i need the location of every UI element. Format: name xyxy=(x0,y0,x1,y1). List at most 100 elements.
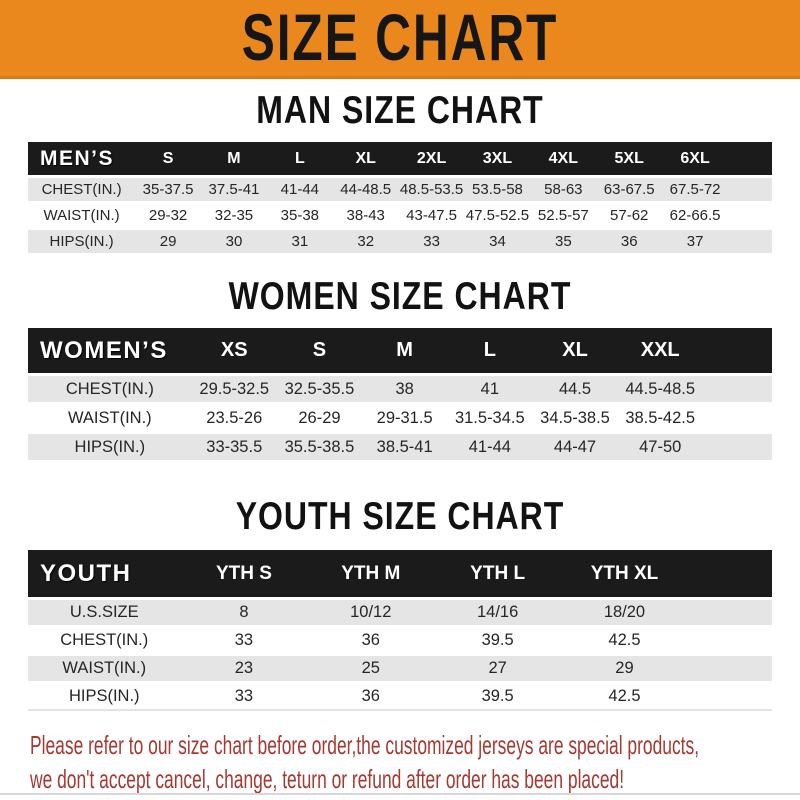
size-value-cell: 52.5-57 xyxy=(530,202,597,229)
section-title: WOMEN SIZE CHART xyxy=(228,273,572,318)
row-label: HIPS(IN.) xyxy=(28,432,192,462)
spacer-cell xyxy=(702,432,772,462)
size-value-cell: 41 xyxy=(447,374,533,404)
row-label: HIPS(IN.) xyxy=(28,228,136,255)
size-value-cell: 29 xyxy=(135,228,202,255)
table-row: WAIST(IN.) 23 25 27 29 xyxy=(28,654,772,683)
size-value-cell: 47.5-52.5 xyxy=(464,202,531,229)
size-value-cell: 29-31.5 xyxy=(362,403,448,433)
size-value-cell: 44.5 xyxy=(532,374,618,404)
size-value-cell: 10/12 xyxy=(307,598,435,627)
column-header: YTH S xyxy=(180,550,308,599)
size-value-cell: 38.5-41 xyxy=(362,432,448,462)
row-label: WAIST(IN.) xyxy=(28,202,136,229)
column-header: L xyxy=(266,142,333,177)
size-value-cell: 53.5-58 xyxy=(464,176,531,203)
spacer-cell xyxy=(687,682,772,710)
column-header: XS xyxy=(191,328,277,375)
row-label: CHEST(IN.) xyxy=(28,374,192,404)
table-header-row: WOMEN’S XS S M L XL XXL xyxy=(28,328,772,375)
size-value-cell: 34.5-38.5 xyxy=(532,403,618,433)
size-value-cell: 32-35 xyxy=(201,202,267,229)
size-value-cell: 25 xyxy=(307,654,435,683)
spacer-cell xyxy=(702,403,772,433)
size-value-cell: 14/16 xyxy=(434,598,562,627)
table-header-row: YOUTH YTH S YTH M YTH L YTH XL xyxy=(28,550,772,599)
table-header-row: MEN’S S M L XL 2XL 3XL 4XL 5XL 6XL xyxy=(28,142,772,177)
size-value-cell: 39.5 xyxy=(434,682,562,710)
table-row: WAIST(IN.) 29-32 32-35 35-38 38-43 43-47.5 47.… xyxy=(28,202,772,229)
size-value-cell: 29.5-32.5 xyxy=(191,374,277,404)
page-title: SIZE CHART xyxy=(241,1,559,75)
size-table: WOMEN’S XS S M L XL XXL CHEST(IN.) 29.5-32.5 32.5… xyxy=(28,328,772,463)
size-value-cell: 26-29 xyxy=(276,403,363,433)
size-value-cell: 34 xyxy=(464,228,531,255)
table-row: HIPS(IN.) 33-35.5 35.5-38.5 38.5-41 41-44 44-… xyxy=(28,432,772,462)
row-label: WAIST(IN.) xyxy=(28,403,192,433)
row-label: HIPS(IN.) xyxy=(28,682,181,710)
spacer-cell xyxy=(687,626,772,655)
table-row: WAIST(IN.) 23.5-26 26-29 29-31.5 31.5-34.5 34… xyxy=(28,403,772,433)
size-value-cell: 41-44 xyxy=(266,176,333,203)
column-header: YTH XL xyxy=(561,550,688,599)
size-value-cell: 39.5 xyxy=(434,626,562,655)
size-value-cell: 42.5 xyxy=(561,626,688,655)
size-chart-section: MAN SIZE CHART MEN’S S M L XL 2XL 3XL 4XL 5XL 6XL C… xyxy=(0,88,800,256)
table-row: CHEST(IN.) 35-37.5 37.5-41 41-44 44-48.5 48.5… xyxy=(28,176,772,203)
table-header-label: WOMEN’S xyxy=(28,328,192,375)
size-value-cell: 32 xyxy=(332,228,399,255)
column-header: 3XL xyxy=(464,142,531,177)
size-value-cell: 37 xyxy=(662,228,729,255)
size-value-cell: 23.5-26 xyxy=(191,403,277,433)
table-row: HIPS(IN.) 33 36 39.5 42.5 xyxy=(28,682,772,710)
size-value-cell: 38-43 xyxy=(332,202,399,229)
column-header: XL xyxy=(532,328,618,375)
table-header-label: YOUTH xyxy=(28,550,181,599)
column-header: YTH M xyxy=(307,550,435,599)
column-header: S xyxy=(276,328,363,375)
column-header: L xyxy=(447,328,533,375)
table-row: CHEST(IN.) 29.5-32.5 32.5-35.5 38 41 44.5 44.5… xyxy=(28,374,772,404)
size-value-cell: 35 xyxy=(530,228,597,255)
size-value-cell: 35-37.5 xyxy=(135,176,202,203)
column-header: S xyxy=(135,142,202,177)
column-header: 2XL xyxy=(398,142,465,177)
table-row: HIPS(IN.) 29 30 31 32 33 34 35 36 37 xyxy=(28,228,772,255)
spacer-cell xyxy=(728,228,772,255)
size-value-cell: 41-44 xyxy=(447,432,533,462)
spacer-cell xyxy=(687,654,772,683)
size-value-cell: 18/20 xyxy=(561,598,688,627)
size-value-cell: 38 xyxy=(362,374,448,404)
size-value-cell: 43-47.5 xyxy=(398,202,465,229)
spacer-cell xyxy=(728,142,772,177)
size-value-cell: 8 xyxy=(180,598,308,627)
column-header: M xyxy=(201,142,267,177)
banner: SIZE CHART xyxy=(0,0,800,79)
row-label: U.S.SIZE xyxy=(28,598,181,627)
size-value-cell: 29 xyxy=(561,654,688,683)
bottom-divider xyxy=(0,793,800,795)
size-chart-section: YOUTH SIZE CHART YOUTH YTH S YTH M YTH L YTH … xyxy=(0,494,800,711)
size-value-cell: 44.5-48.5 xyxy=(617,374,703,404)
table-row: CHEST(IN.) 33 36 39.5 42.5 xyxy=(28,626,772,655)
size-value-cell: 27 xyxy=(434,654,562,683)
size-value-cell: 31 xyxy=(266,228,333,255)
table-header-label: MEN’S xyxy=(28,142,136,177)
size-value-cell: 57-62 xyxy=(596,202,663,229)
size-value-cell: 33-35.5 xyxy=(191,432,277,462)
size-value-cell: 42.5 xyxy=(561,682,688,710)
column-header: 4XL xyxy=(530,142,597,177)
column-header: YTH L xyxy=(434,550,562,599)
size-table: YOUTH YTH S YTH M YTH L YTH XL U.S.SIZE 8 10/12… xyxy=(28,550,772,711)
footer-notice: Please refer to our size chart before or… xyxy=(30,728,800,797)
table-row: U.S.SIZE 8 10/12 14/16 18/20 xyxy=(28,598,772,627)
size-value-cell: 62-66.5 xyxy=(662,202,729,229)
size-value-cell: 44-48.5 xyxy=(332,176,399,203)
column-header: M xyxy=(362,328,448,375)
column-header: 6XL xyxy=(662,142,729,177)
size-value-cell: 32.5-35.5 xyxy=(276,374,363,404)
size-value-cell: 36 xyxy=(307,682,435,710)
size-value-cell: 58-63 xyxy=(530,176,597,203)
row-label: CHEST(IN.) xyxy=(28,176,136,203)
